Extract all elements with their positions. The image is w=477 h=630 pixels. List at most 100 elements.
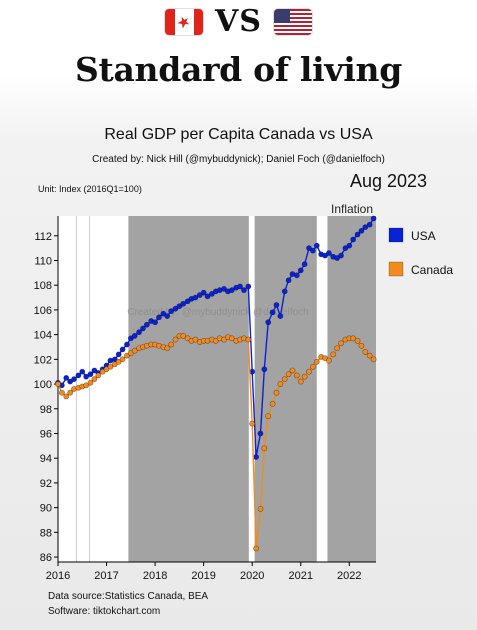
inflation-annotation: Inflation — [331, 202, 373, 216]
usa-point — [322, 252, 328, 259]
shading-layer — [128, 216, 376, 562]
usa-point — [75, 372, 82, 379]
usa-point — [131, 332, 138, 339]
canada-point — [253, 545, 259, 552]
canada-point — [265, 413, 272, 420]
legend-label-canada: Canada — [411, 263, 453, 277]
canada-point — [269, 400, 276, 407]
shaded-period-3 — [327, 216, 376, 562]
x-tick-label-2022: 2022 — [337, 570, 361, 582]
usa-point — [285, 277, 292, 284]
usa-point — [119, 346, 126, 353]
usa-point — [346, 242, 353, 249]
usa-point — [334, 255, 341, 261]
legend: USA Canada — [388, 227, 453, 277]
usa-point — [172, 305, 179, 312]
canada-point — [87, 379, 94, 386]
canada-point — [257, 505, 264, 512]
canada-point — [95, 372, 102, 379]
canada-point — [168, 341, 175, 348]
canada-point — [261, 445, 268, 452]
software-label: Software: tiktokchart.com — [48, 606, 161, 617]
legend-swatch-usa — [388, 227, 404, 243]
canada-point — [103, 366, 110, 373]
usa-point — [228, 287, 235, 294]
y-tick-label-108: 108 — [34, 280, 52, 292]
canada-point — [184, 335, 191, 342]
canada-point — [366, 352, 373, 359]
usa-point — [370, 215, 377, 222]
usa-point — [184, 298, 191, 305]
usa-point — [265, 319, 272, 326]
y-tick-label-104: 104 — [34, 330, 52, 342]
canada-point — [111, 361, 118, 368]
usa-point — [362, 224, 369, 231]
usa-point — [152, 319, 158, 326]
canada-point — [358, 342, 365, 349]
usa-point — [196, 292, 203, 298]
x-tick-label-2020: 2020 — [240, 570, 264, 582]
canada-point — [249, 420, 256, 427]
shaded-period-2 — [254, 216, 317, 562]
usa-point — [140, 325, 146, 332]
canada-point — [350, 335, 357, 342]
y-tick-label-98: 98 — [40, 404, 52, 416]
legend-swatch-canada — [388, 261, 404, 277]
usa-point — [209, 290, 215, 297]
canada-point — [58, 389, 65, 396]
y-tick-label-96: 96 — [40, 428, 52, 440]
canada-point — [354, 337, 361, 344]
usa-point — [245, 283, 252, 290]
usa-point — [281, 288, 288, 295]
chart-title: Real GDP per Capita Canada vs USA — [104, 126, 373, 143]
series-layer — [55, 215, 377, 552]
usa-flag-icon — [273, 9, 312, 35]
canada-point — [277, 381, 284, 387]
usa-point — [309, 247, 316, 254]
canada-point — [289, 367, 296, 374]
canada-point — [285, 371, 292, 378]
usa-point — [79, 368, 86, 375]
canada-point — [164, 345, 171, 352]
page-title: Standard of living — [74, 50, 402, 89]
chart-unit-label: Unit: Index (2016Q1=100) — [38, 184, 142, 194]
usa-point — [192, 294, 199, 301]
canada-point — [313, 358, 320, 365]
y-tick-label-106: 106 — [34, 305, 52, 317]
usa-point — [354, 231, 361, 238]
usa-point — [176, 303, 183, 310]
usa-point — [204, 293, 211, 300]
usa-point — [156, 314, 162, 321]
canada-point — [338, 340, 344, 347]
usa-point — [67, 378, 74, 385]
usa-point — [127, 335, 134, 342]
canada-point — [180, 332, 187, 339]
canada-point — [131, 347, 138, 354]
series-canada — [55, 332, 377, 552]
shaded-period-1 — [128, 216, 249, 562]
y-tick-label-86: 86 — [40, 552, 52, 564]
usa-point — [164, 313, 171, 319]
canada-point — [326, 357, 332, 364]
usa-point — [115, 351, 122, 358]
usa-point — [273, 302, 280, 308]
canada-point — [55, 381, 61, 387]
canada-point — [192, 336, 199, 343]
canada-point — [67, 389, 74, 396]
canada-point — [330, 351, 337, 358]
canada-point — [221, 336, 227, 343]
canada-point — [334, 345, 341, 352]
vs-label: VS — [215, 4, 262, 39]
y-tick-label-92: 92 — [40, 478, 52, 490]
canada-point — [273, 389, 280, 396]
usa-point — [253, 454, 259, 460]
watermark-text: Created by: @mybuddynick @danielfoch — [127, 307, 309, 318]
canada-point — [115, 358, 122, 365]
canada-point — [172, 336, 179, 343]
usa-point — [269, 309, 276, 316]
canada-point — [119, 356, 126, 363]
usa-point — [342, 245, 349, 252]
usa-point — [301, 261, 308, 268]
data-source-label: Data source:Statistics Canada, BEA — [48, 591, 209, 602]
axes-layer: 86 88 90 92 94 96 98 100 102 104 106 108 110 112 2016 2… — [34, 216, 376, 582]
